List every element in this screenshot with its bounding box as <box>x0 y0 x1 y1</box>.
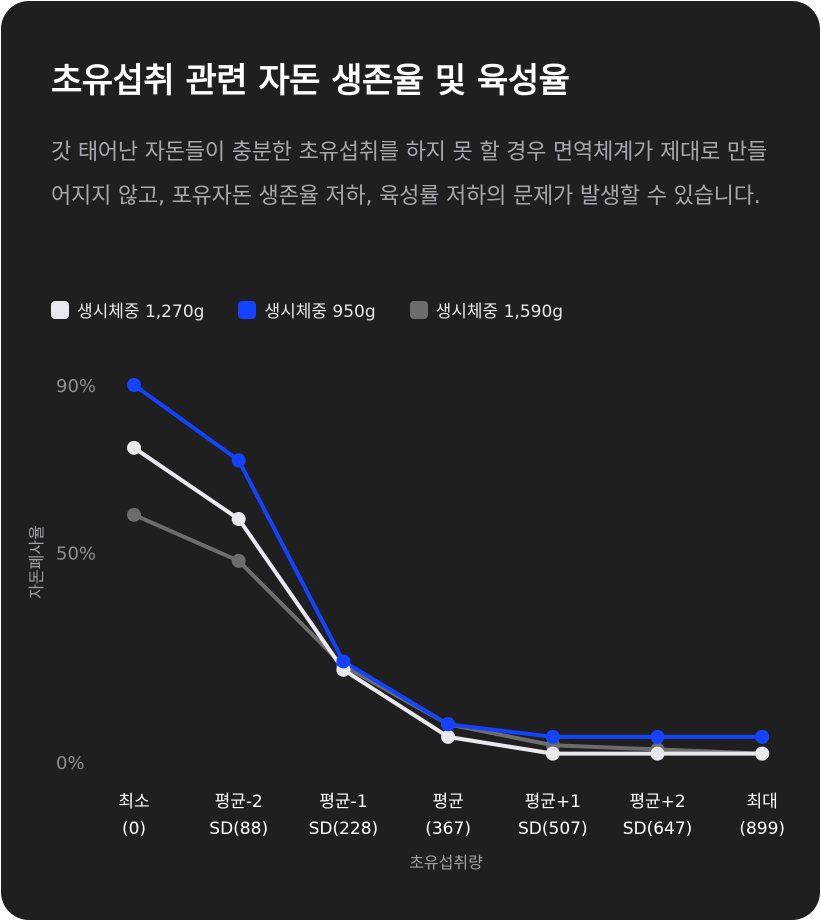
series-line <box>132 446 763 756</box>
data-point <box>127 507 141 522</box>
data-point <box>650 746 665 761</box>
data-point <box>127 440 141 455</box>
series-line <box>132 383 763 739</box>
x-tick-label: 평균+2 SD(647) <box>623 792 693 839</box>
data-point <box>755 729 770 744</box>
data-point <box>127 378 141 392</box>
data-point <box>755 746 770 761</box>
x-tick-label: 최소 (0) <box>118 792 149 839</box>
data-point <box>231 512 246 527</box>
series-points <box>127 378 770 761</box>
legend-label-1270: 생시체중 1,270g <box>77 302 205 322</box>
data-point <box>545 729 560 744</box>
data-point <box>336 654 351 669</box>
description-text: 갓 태어난 자돈들이 충분한 초유섭취를 하지 못 할 경우 면역체계가 제대로… <box>51 140 768 209</box>
y-axis-label: 자돈폐사율 <box>27 525 46 599</box>
legend-label-950: 생시체중 950g <box>264 302 376 322</box>
legend-label-1590: 생시체중 1,590g <box>435 302 564 322</box>
y-tick-label: 50% <box>56 544 96 565</box>
legend-swatch-950 <box>238 300 257 319</box>
data-point <box>441 717 456 732</box>
y-tick-label: 90% <box>56 376 96 397</box>
legend-swatch-1270 <box>51 300 69 319</box>
x-tick-label: 평균 (367) <box>425 792 471 839</box>
data-point <box>650 729 665 744</box>
legend-item-1590: 생시체중 1,590g <box>409 297 564 322</box>
x-tick-label: 최대 (899) <box>739 792 785 839</box>
y-tick-label: 0% <box>56 753 85 774</box>
data-point <box>545 746 560 761</box>
x-tick-label: 평균+1 SD(507) <box>518 792 588 839</box>
legend-item-1270: 생시체중 1,270g <box>51 297 204 322</box>
data-point <box>441 729 456 744</box>
data-point <box>231 453 246 468</box>
x-ticks: 최소 (0) 평균-2 SD(88) 평균-1 SD(228) 평균 (367) 평균+1 SD(… <box>118 792 785 839</box>
legend-swatch-1590 <box>409 300 428 319</box>
legend-item-950: 생시체중 950g <box>238 297 376 322</box>
x-axis-label: 초유섭취량 <box>409 853 483 872</box>
x-tick-label: 평균-2 SD(88) <box>209 792 268 839</box>
data-point <box>231 553 246 568</box>
chart-legend: 생시체중 1,270g 생시체중 950g 생시체중 1,590g <box>51 297 597 322</box>
x-tick-label: 평균-1 SD(228) <box>309 792 379 839</box>
page-title: 초유섭취 관련 자돈 생존율 및 육성율 <box>51 61 570 101</box>
series-lines <box>132 383 763 756</box>
y-ticks: 90% 50% 0% <box>56 376 96 774</box>
